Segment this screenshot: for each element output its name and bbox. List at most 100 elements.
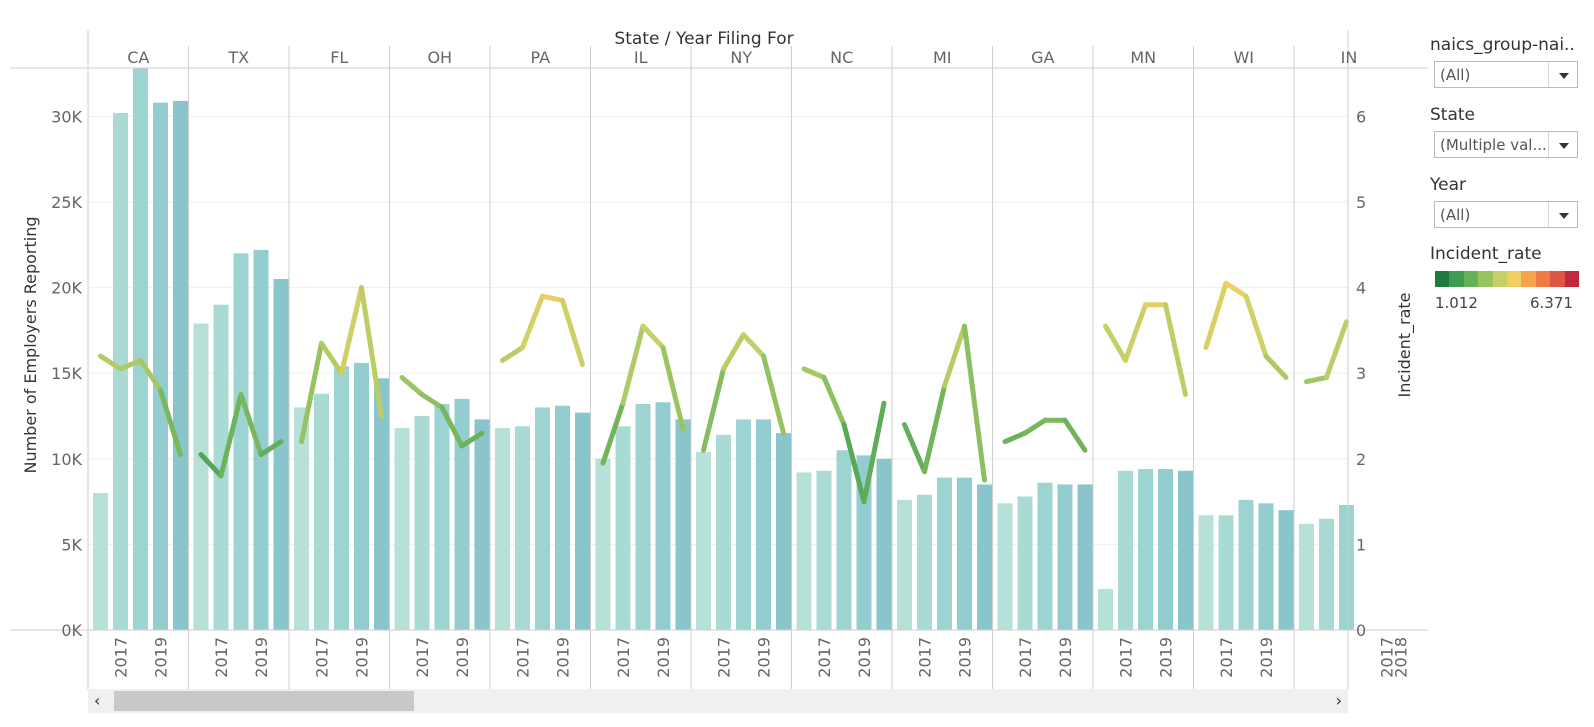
incident-rate-line-segment [640,323,666,350]
chevron-down-icon[interactable] [1559,213,1569,219]
incident-rate-line-segment [821,374,847,428]
incident-rate-line-segment [1304,374,1329,385]
incident-rate-line-segment [118,357,143,372]
employers-bar [374,378,389,630]
incident-rate-line-segment [540,293,565,303]
x-tick-label: 2017 [1117,637,1136,678]
employers-bar [394,427,410,630]
employers-bar [977,484,992,630]
employers-bar [917,494,932,630]
employers-bar [796,472,812,630]
incident-rate-line-segment [138,357,163,393]
incident-rate-line-segment [1103,323,1128,363]
incident-rate-line-segment [299,340,324,445]
y-tick-label: 15K [51,364,82,383]
employers-bar [233,253,249,631]
employers-bar [756,419,771,630]
employers-bar [736,419,751,630]
x-tick-label: 2018 [1392,637,1411,678]
chevron-down-icon[interactable] [1559,143,1569,149]
y2-tick-label: 4 [1356,279,1366,298]
naics-filter-label: naics_group-nai.. [1430,35,1575,55]
incident-rate-line-segment [962,323,987,483]
incident-rate-line-segment [158,387,183,458]
x-tick-label: 2019 [554,637,573,678]
employers-bar [1238,499,1254,630]
state-header-NC: NC [830,48,853,67]
chart-title: State / Year Filing For [614,29,793,49]
dropdown-divider [1548,202,1549,227]
incident-rate-line-segment [1123,302,1148,363]
color-ramp-swatch [1550,271,1565,287]
employers-bar [354,362,369,630]
employers-bar [1319,518,1334,630]
employers-bar [314,393,329,630]
state-header-OH: OH [427,48,452,67]
employers-bar [474,419,490,630]
incident-rate-line-segment [861,400,887,505]
x-tick-label: 2019 [1056,637,1075,678]
state-header-FL: FL [330,48,348,67]
employers-bar [193,323,209,630]
color-ramp-swatch [1492,271,1508,287]
color-ramp-swatch [1507,271,1522,287]
employers-bar [635,404,651,630]
incident-rate-line-segment [98,353,123,372]
incident-rate-line-segment [520,293,545,350]
employers-bar [716,434,731,630]
chevron-down-icon[interactable] [1559,73,1569,79]
incident-rate-line-segment [922,383,947,475]
employers-bar [776,433,791,630]
dropdown-divider [1548,132,1549,157]
incident-rate-legend-title: Incident_rate [1430,244,1542,264]
employers-bar [1339,505,1354,630]
x-tick-label: 2017 [815,637,834,678]
employers-bar [1118,470,1133,630]
incident-rate-line-segment [1203,280,1229,350]
color-ramp-swatch [1463,271,1479,287]
y-tick-label: 25K [51,193,82,212]
employers-bar [675,419,691,630]
naics-filter-dropdown[interactable]: (All) [1434,61,1578,88]
x-tick-label: 2017 [212,637,231,678]
incident-rate-line-segment [218,392,244,479]
employers-bar [334,366,349,630]
x-tick-label: 2017 [112,637,131,678]
employers-bar [997,503,1013,630]
x-tick-label: 2017 [413,637,432,678]
employers-bar [575,412,590,630]
state-header-PA: PA [530,48,550,67]
employers-bar [1198,515,1214,630]
incident-rate-line-segment [721,332,746,372]
scroll-right-icon[interactable]: › [1335,691,1342,710]
color-ramp-swatch [1449,271,1464,287]
incident-rate-line-segment [701,366,726,453]
incident-rate-line-segment [399,374,425,398]
incident-rate-line-segment [1163,302,1188,398]
x-tick-label: 2017 [614,637,633,678]
x-tick-label: 2019 [855,637,874,678]
state-filter-dropdown[interactable]: (Multiple val... [1434,131,1578,158]
employers-bar [655,402,671,630]
incident-rate-line-segment [1263,353,1289,380]
employers-bar [595,458,611,630]
employers-bar [957,477,972,630]
employers-bar [133,68,148,630]
incident-rate-line-segment [761,353,786,436]
incident-rate-line-segment [801,366,827,380]
color-ramp-swatch [1478,271,1493,287]
scroll-thumb[interactable] [114,691,414,711]
employers-bar [876,458,892,630]
y-axis-label: Number of Employers Reporting [21,216,40,473]
incident-rate-line-segment [600,400,626,466]
color-ramp-swatch [1521,271,1536,287]
employers-bar [434,404,450,630]
incident-rate-line-segment [258,439,284,458]
horizontal-scrollbar[interactable]: ‹ › [88,689,1348,713]
employers-bar [615,426,631,630]
x-tick-label: 2017 [916,637,935,678]
x-tick-label: 2017 [1378,637,1397,678]
employers-bar [1057,484,1073,630]
scroll-left-icon[interactable]: ‹ [94,691,101,710]
year-filter-dropdown[interactable]: (All) [1434,201,1578,228]
